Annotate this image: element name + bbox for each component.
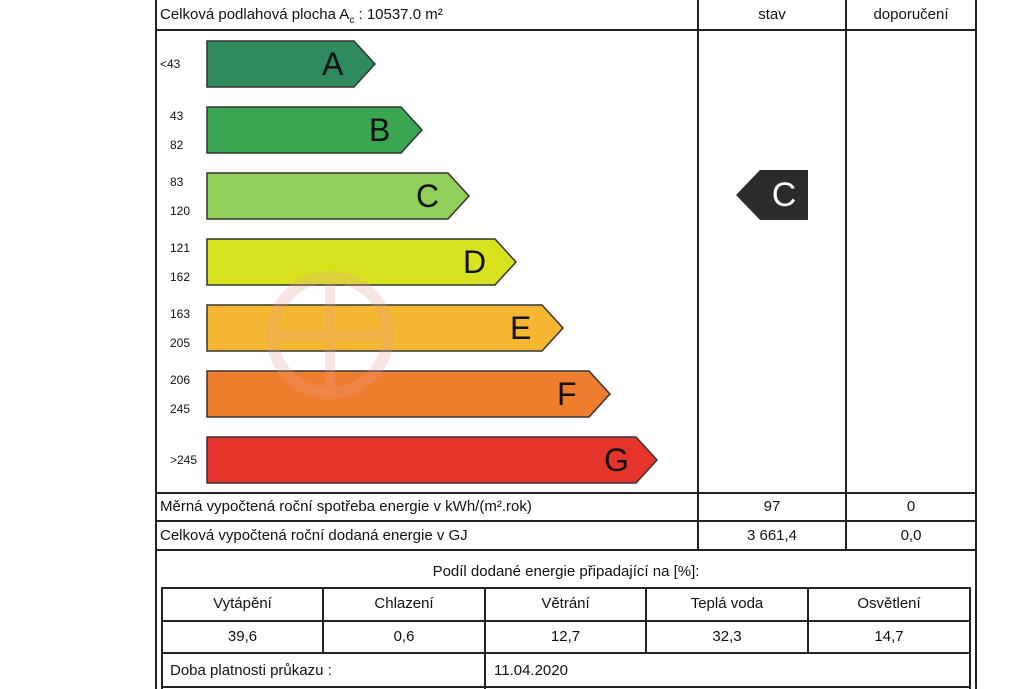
class-range-bottom-c: 120 [170, 204, 191, 218]
validity-label: Doba platnosti průkazu : [170, 662, 332, 679]
header-bottom-line [155, 29, 977, 31]
share-value-0: 39,6 [227, 628, 258, 645]
class-range-a: <43 [160, 57, 181, 71]
specific-energy-label: Měrná vypočtená roční spotřeba energie v… [160, 498, 532, 515]
energy-class-letter-e: E [510, 310, 532, 346]
share-header-3: Teplá voda [690, 595, 764, 612]
floor-area-label-text: Celková podlahová plocha A [160, 6, 350, 23]
class-range-bottom-e: 205 [170, 336, 191, 350]
floor-area-value: : 10537.0 m² [354, 6, 443, 23]
share-table-top [161, 587, 971, 589]
class-range-g: >245 [170, 453, 198, 467]
specific-energy-stav: 97 [763, 498, 781, 515]
energy-class-bar-c: C [206, 172, 470, 220]
class-range-top-f: 206 [170, 373, 191, 387]
share-value-3: 32,3 [712, 628, 742, 645]
class-range-bottom-f: 245 [170, 402, 191, 416]
energy-class-letter-c: C [416, 178, 440, 214]
stav-class-indicator [736, 170, 808, 220]
frame-left [155, 0, 157, 689]
col-divider-doporuceni [845, 0, 847, 550]
specific-energy-doporuceni: 0 [906, 498, 916, 515]
class-range-bottom-d: 162 [170, 270, 191, 284]
class-range-top-c: 83 [170, 175, 184, 189]
total-energy-stav: 3 661,4 [746, 527, 798, 544]
energy-class-bar-e: E [206, 304, 564, 352]
share-header-1: Chlazení [374, 595, 434, 612]
class-range-bottom-b: 82 [170, 138, 184, 152]
share-header-4: Osvětlení [857, 595, 921, 612]
energy-class-bar-g: G [206, 436, 658, 484]
scale-bottom-line [155, 492, 977, 494]
share-table-right [969, 587, 971, 689]
share-table-left [161, 587, 163, 689]
share-col-4 [807, 587, 809, 654]
share-table-bottom [161, 652, 971, 654]
validity-bottom [161, 686, 971, 688]
energy-class-letter-b: B [369, 112, 391, 148]
energy-class-bar-a: A [206, 40, 376, 88]
class-range-top-e: 163 [170, 307, 191, 321]
share-col-3 [645, 587, 647, 654]
column-header-stav: stav [758, 6, 786, 23]
energy-class-bar-d: D [206, 238, 517, 286]
total-energy-label: Celková vypočtená roční dodaná energie v… [160, 527, 468, 544]
energy-class-letter-a: A [322, 46, 344, 82]
class-range-top-b: 43 [170, 109, 184, 123]
class-range-top-d: 121 [170, 241, 191, 255]
stav-class-letter: C [771, 176, 797, 214]
share-header-2: Větrání [541, 595, 590, 612]
share-value-2: 12,7 [550, 628, 581, 645]
energy-class-letter-g: G [604, 442, 629, 478]
energy-class-letter-f: F [557, 376, 577, 412]
share-col-2 [484, 587, 486, 689]
column-header-doporuceni: doporučení [873, 6, 949, 23]
total-energy-doporuceni: 0,0 [900, 527, 922, 544]
energy-class-bar-b: B [206, 106, 423, 154]
col-divider-stav [697, 0, 699, 550]
frame-right [975, 0, 977, 689]
energy-share-title: Podíl dodané energie připadající na [%]: [432, 563, 700, 580]
energy-class-bar-f: F [206, 370, 611, 418]
energy-class-letter-d: D [463, 244, 487, 280]
specific-bottom-line [155, 520, 977, 522]
floor-area-label: Celková podlahová plocha Ac : 10537.0 m² [160, 6, 443, 30]
share-col-1 [322, 587, 324, 654]
floor-area-subscript: c [349, 15, 355, 26]
share-value-4: 14,7 [874, 628, 904, 645]
share-header-0: Vytápění [213, 595, 272, 612]
share-table-mid [161, 620, 971, 622]
total-bottom-line [155, 549, 977, 551]
share-value-1: 0,6 [393, 628, 415, 645]
validity-date: 11.04.2020 [494, 662, 568, 679]
